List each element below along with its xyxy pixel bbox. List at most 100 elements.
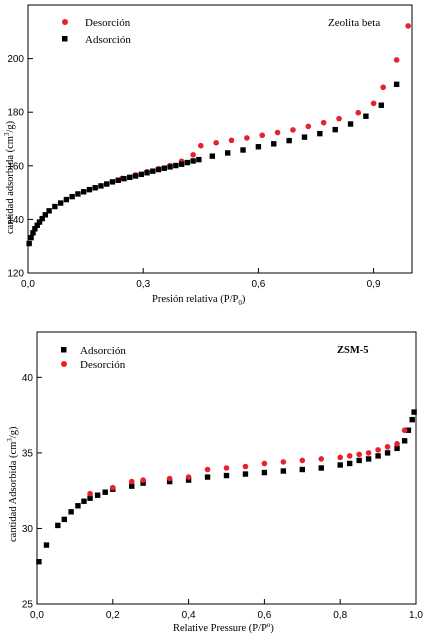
- chart1-point-adsorci-n: [63, 196, 70, 203]
- chart2-point-adsorci-n: [75, 503, 81, 509]
- chart1-point-adsorci-n: [57, 200, 64, 206]
- chart2-point-desorci-n: [356, 451, 362, 458]
- chart1-point-adsorci-n: [32, 226, 38, 232]
- chart2-x-tick-label: 0,4: [182, 610, 196, 621]
- chart2-point-adsorci-n: [375, 453, 381, 459]
- chart2-x-axis-label-main: Relative Pressure (P/P: [173, 623, 267, 634]
- chart1-point-adsorci-n: [86, 186, 93, 193]
- chart1-data-points: [26, 23, 411, 247]
- chart1-point-adsorci-n: [196, 156, 202, 163]
- chart1-point-desorci-n: [190, 152, 196, 158]
- chart1-point-adsorci-n: [301, 134, 308, 140]
- chart1-point-adsorci-n: [75, 191, 81, 197]
- chart1-y-tick-label: 160: [7, 161, 24, 172]
- chart2-x-tick-label: 0,8: [333, 610, 347, 621]
- chart2-y-tick-label: 35: [22, 448, 34, 459]
- chart2-legend-label-adsorcion: Adsorción: [80, 345, 126, 357]
- chart1-point-desorci-n: [290, 127, 296, 133]
- chart2-point-desorci-n: [346, 453, 353, 459]
- chart1-point-desorci-n: [274, 129, 281, 136]
- chart1-x-axis-label-sub: 0: [238, 299, 242, 307]
- chart1-point-adsorci-n: [317, 130, 323, 137]
- chart1-point-adsorci-n: [104, 181, 110, 187]
- chart1-point-adsorci-n: [52, 203, 58, 210]
- chart1-point-adsorci-n: [286, 137, 292, 144]
- chart1-y-tick-label: 180: [7, 108, 24, 119]
- chart1-point-adsorci-n: [42, 212, 48, 218]
- chart1-point-adsorci-n: [92, 185, 98, 191]
- chart1-point-desorci-n: [213, 139, 219, 146]
- chart1-point-adsorci-n: [173, 162, 179, 169]
- chart2-point-desorci-n: [140, 477, 146, 483]
- chart2-point-adsorci-n: [318, 465, 324, 471]
- chart2-point-adsorci-n: [394, 445, 400, 452]
- chart1-point-adsorci-n: [30, 230, 36, 236]
- chart2-point-adsorci-n: [102, 489, 108, 495]
- chart1-point-adsorci-n: [109, 179, 116, 185]
- chart1-point-desorci-n: [405, 23, 411, 29]
- chart1-legend-label-adsorcion: Adsorción: [85, 34, 131, 46]
- chart1-x-axis-label-end: ): [242, 294, 246, 305]
- chart2-point-adsorci-n: [401, 438, 408, 444]
- chart1-point-adsorci-n: [178, 161, 185, 167]
- chart1-point-desorci-n: [320, 119, 327, 126]
- chart2-point-adsorci-n: [280, 468, 287, 474]
- chart1-x-axis-label: Presión relativa (P/P0): [152, 294, 246, 307]
- chart1-annotation: Zeolita beta: [328, 17, 380, 29]
- chart1-y-axis-ticks: 120 140 160 180 200: [7, 54, 33, 280]
- chart1-point-adsorci-n: [115, 177, 121, 183]
- chart1-point-adsorci-n: [255, 144, 262, 150]
- chart1-point-adsorci-n: [80, 189, 87, 195]
- chart1-point-adsorci-n: [138, 171, 144, 178]
- chart1-legend-marker-adsorcion: [62, 36, 68, 42]
- chart2-point-adsorci-n: [129, 483, 135, 489]
- chart1-point-adsorci-n: [155, 166, 162, 173]
- chart2-point-adsorci-n: [204, 474, 211, 480]
- chart1-point-desorci-n: [198, 142, 204, 149]
- chart1-point-adsorci-n: [28, 234, 34, 241]
- chart1-point-adsorci-n: [271, 141, 277, 147]
- chart1-point-adsorci-n: [332, 126, 338, 133]
- chart1-x-tick-label: 0,3: [136, 279, 150, 290]
- chart1-point-desorci-n: [355, 109, 362, 116]
- chart1-point-desorci-n: [228, 137, 235, 144]
- chart2-point-adsorci-n: [242, 471, 249, 477]
- chart1-point-adsorci-n: [127, 174, 133, 181]
- chart1-x-axis-label-main: Presión relativa (P/P: [152, 294, 238, 305]
- chart2-point-adsorci-n: [365, 456, 372, 462]
- chart2-point-desorci-n: [280, 459, 287, 465]
- chart1-point-adsorci-n: [209, 153, 216, 159]
- chart2-point-adsorci-n: [166, 478, 173, 485]
- chart1-point-adsorci-n: [224, 150, 231, 156]
- chart1-point-adsorci-n: [46, 208, 52, 214]
- chart2-y-axis-ticks: 25 30 35 40: [22, 373, 42, 611]
- chart1-point-adsorci-n: [121, 175, 127, 182]
- chart2-point-adsorci-n: [61, 516, 67, 523]
- chart1-point-adsorci-n: [378, 102, 384, 108]
- chart2-y-tick-label: 30: [22, 524, 34, 535]
- chart1-point-adsorci-n: [393, 81, 400, 88]
- chart2-x-axis-label: Relative Pressure (P/Po): [173, 621, 274, 634]
- chart1-y-tick-label: 120: [7, 269, 24, 280]
- chart2-legend-marker-adsorcion: [61, 347, 67, 353]
- chart2-point-adsorci-n: [87, 495, 93, 501]
- chart2-point-adsorci-n: [299, 466, 305, 473]
- chart1-point-desorci-n: [336, 115, 342, 122]
- chart2-point-adsorci-n: [185, 477, 192, 483]
- chart1-x-tick-label: 0,9: [367, 279, 381, 290]
- chart2-y-axis-label-main: cantidad Adsorbida (cm: [8, 442, 19, 542]
- chart1-point-adsorci-n: [240, 147, 246, 153]
- chart2-point-adsorci-n: [384, 450, 391, 456]
- chart1-point-desorci-n: [393, 57, 400, 63]
- chart1-y-axis-label-main: cantidad adsorbida (cm: [5, 136, 16, 234]
- chart2-point-desorci-n: [110, 484, 116, 491]
- chart1-point-adsorci-n: [98, 183, 104, 189]
- chart1-legend-label-desorcion: Desorción: [85, 17, 131, 29]
- chart1-y-axis-label: cantidad adsorbida (cm3/g): [3, 120, 16, 234]
- chart2-x-tick-label: 0,6: [257, 610, 271, 621]
- chart2-y-axis-label-sup: 3: [6, 438, 14, 442]
- chart2-point-desorci-n: [337, 454, 344, 461]
- chart2-point-desorci-n: [166, 475, 173, 482]
- chart1-point-adsorci-n: [184, 159, 191, 166]
